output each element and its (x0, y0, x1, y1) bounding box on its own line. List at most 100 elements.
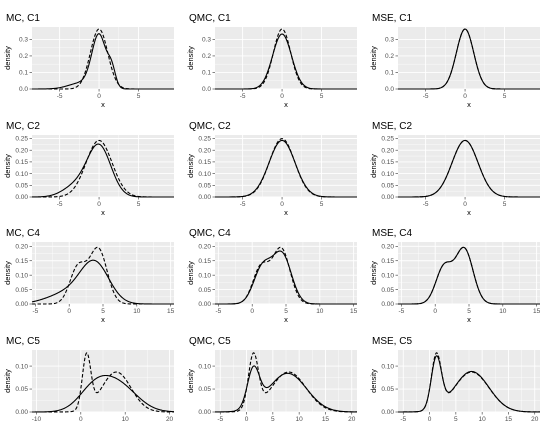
y-axis-label: density (186, 369, 195, 393)
y-tick-label: 0.1 (19, 70, 28, 77)
x-axis-label: x (284, 315, 288, 324)
y-tick-label: 0.3 (202, 37, 211, 44)
y-tick-label: 0.00 (15, 301, 28, 308)
x-tick-label: -10 (32, 416, 42, 423)
y-tick-label: 0.05 (198, 287, 211, 294)
x-axis-label: x (467, 315, 471, 324)
y-tick-label: 0.20 (381, 244, 394, 251)
series-dashed (32, 139, 174, 198)
y-tick-label: 0.05 (15, 287, 28, 294)
panel-mse-c1: MSE, C1 0.0 0.1 0.2 0.3 -5 0 5 x density (369, 13, 540, 109)
y-tick-label: 0.10 (381, 171, 394, 178)
y-tick-label: 0.05 (381, 386, 394, 393)
panel-mse-c4: MSE, C4 0.00 0.05 0.10 0.15 0.20 -5 0 5 10 15 x dens… (369, 228, 541, 324)
x-tick-label: 5 (137, 201, 141, 208)
panel-mse-c5: MSE, C5 0.00 0.05 0.10 -5 0 5 10 15 20 x density (369, 336, 540, 425)
y-tick-label: 0.00 (198, 301, 211, 308)
y-tick-label: 0.2 (19, 53, 28, 60)
panel-background (32, 27, 174, 89)
series-dashed (398, 139, 540, 198)
x-tick-label: -5 (423, 93, 429, 100)
x-tick-label: 20 (166, 416, 174, 423)
series-dashed (398, 246, 540, 305)
x-tick-label: 5 (467, 308, 471, 315)
y-tick-label: 0.10 (15, 363, 28, 370)
panel-mc-c4: MC, C4 0.00 0.05 0.10 0.15 0.20 -5 0 5 10 15 x densi… (3, 228, 175, 324)
y-tick-label: 0.05 (15, 386, 28, 393)
x-tick-label: -5 (215, 308, 221, 315)
x-axis-label: x (101, 208, 105, 217)
x-tick-label: 20 (531, 416, 539, 423)
y-axis-label: density (3, 154, 12, 178)
y-axis-label: density (369, 154, 378, 178)
panel-title: MSE, C1 (372, 13, 412, 24)
series-dashed (397, 352, 540, 413)
y-tick-label: 0.00 (381, 409, 394, 416)
y-tick-label: 0.20 (381, 147, 394, 154)
x-tick-label: 5 (320, 93, 324, 100)
y-tick-label: 0.15 (381, 258, 394, 265)
panel-background (398, 27, 540, 89)
y-tick-label: 0.20 (15, 244, 28, 251)
y-tick-label: 0.00 (15, 194, 28, 201)
panel-title: MC, C5 (6, 336, 40, 347)
series-dashed (215, 28, 357, 90)
x-tick-label: 5 (320, 201, 324, 208)
y-tick-label: 0.20 (15, 147, 28, 154)
y-axis-label: density (369, 369, 378, 393)
series-dashed (398, 28, 540, 90)
x-tick-label: 20 (348, 416, 356, 423)
panel-background (32, 135, 174, 197)
x-axis-label: x (284, 423, 288, 425)
series-dashed (214, 352, 357, 413)
y-tick-label: 0.05 (15, 183, 28, 190)
series-dashed (32, 28, 174, 90)
y-tick-label: 0.3 (385, 37, 394, 44)
y-tick-label: 0.15 (15, 258, 28, 265)
x-tick-label: 10 (122, 416, 130, 423)
panel-title: MSE, C2 (372, 121, 412, 132)
x-tick-label: 10 (296, 416, 304, 423)
y-tick-label: 0.2 (202, 53, 211, 60)
y-tick-label: 0.10 (381, 363, 394, 370)
series-dashed (215, 246, 357, 305)
x-tick-label: 10 (479, 416, 487, 423)
panel-title: MC, C1 (6, 13, 40, 24)
y-axis-label: density (186, 46, 195, 70)
x-tick-label: 10 (499, 308, 507, 315)
x-tick-label: 0 (428, 416, 432, 423)
x-tick-label: 10 (133, 308, 141, 315)
x-tick-label: 15 (322, 416, 330, 423)
y-tick-label: 0.25 (381, 136, 394, 143)
panel-mse-c2: MSE, C2 0.00 0.05 0.10 0.15 0.20 0.25 -5 0 5 x dens… (369, 121, 540, 217)
y-tick-label: 0.10 (381, 272, 394, 279)
x-tick-label: -5 (400, 416, 406, 423)
x-tick-label: 0 (433, 308, 437, 315)
y-tick-label: 0.05 (381, 183, 394, 190)
y-axis-label: density (3, 46, 12, 70)
x-axis-label: x (467, 100, 471, 109)
panel-title: MC, C2 (6, 121, 40, 132)
x-tick-label: 0 (250, 308, 254, 315)
y-tick-label: 0.10 (198, 171, 211, 178)
series-dashed (32, 246, 174, 305)
y-axis-label: density (186, 261, 195, 285)
y-axis-label: density (3, 261, 12, 285)
y-tick-label: 0.1 (385, 70, 394, 77)
x-tick-label: 0 (97, 201, 101, 208)
y-tick-label: 0.0 (385, 86, 394, 93)
x-tick-label: 0 (245, 416, 249, 423)
x-tick-label: 0 (67, 308, 71, 315)
panel-title: QMC, C1 (189, 13, 231, 24)
panel-title: QMC, C2 (189, 121, 231, 132)
x-axis-label: x (101, 315, 105, 324)
series-dashed (32, 352, 174, 413)
panel-background (398, 135, 540, 197)
panel-qmc-c5: QMC, C5 0.00 0.05 0.10 -5 0 5 10 15 20 x density (186, 336, 357, 425)
x-tick-label: -5 (32, 308, 38, 315)
y-tick-label: 0.20 (198, 147, 211, 154)
y-tick-label: 0.10 (15, 171, 28, 178)
x-tick-label: 5 (454, 416, 458, 423)
x-axis-label: x (101, 423, 105, 425)
panel-title: MSE, C4 (372, 228, 412, 239)
